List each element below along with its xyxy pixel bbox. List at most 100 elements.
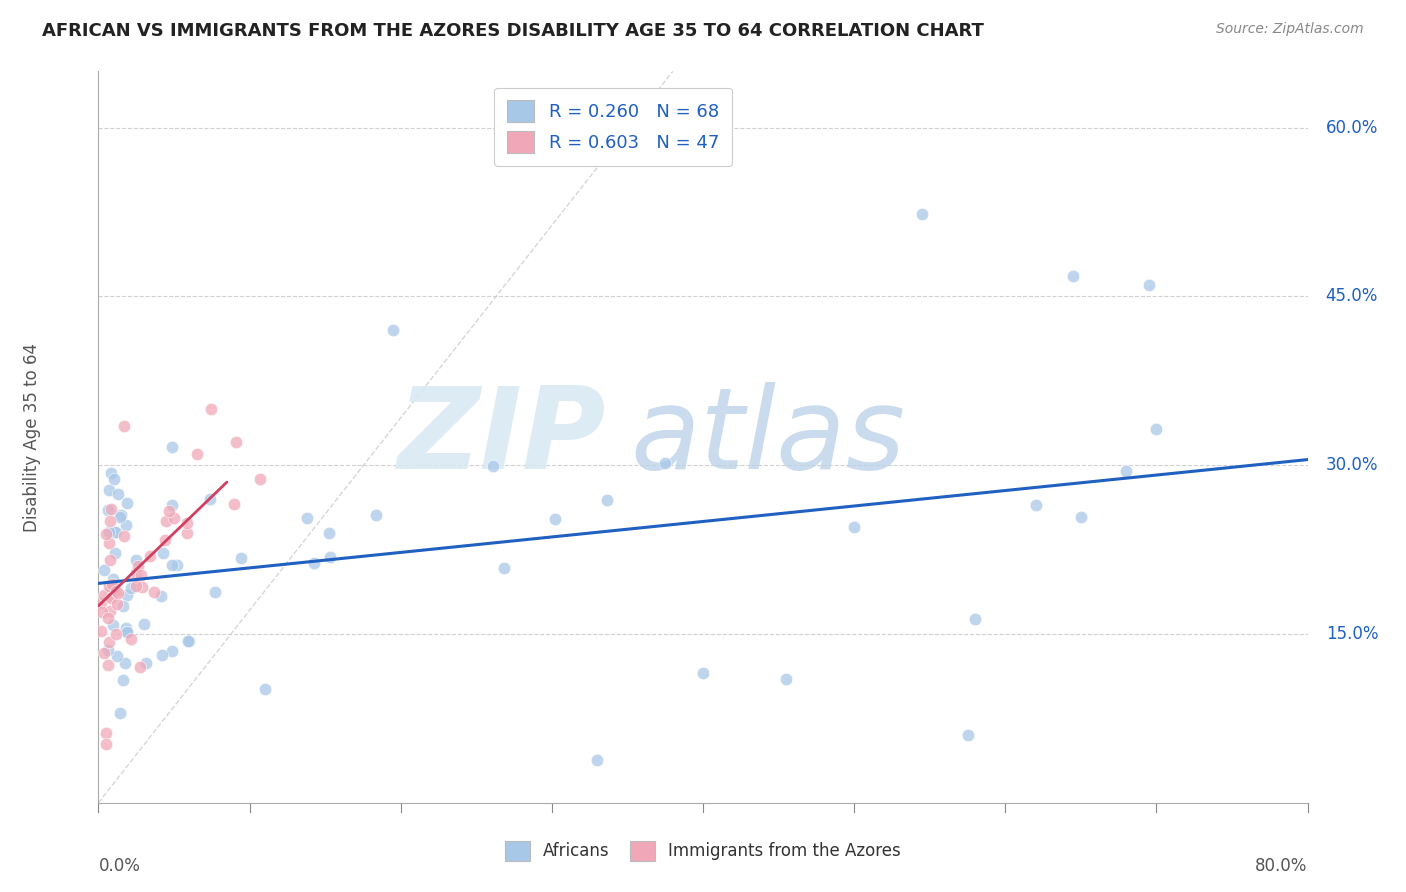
Point [318,526,340,541]
Point [200,491,222,506]
Point [105,525,128,540]
Text: Source: ZipAtlas.com: Source: ZipAtlas.com [1216,22,1364,37]
Point [692,666,714,681]
Point [775,672,797,686]
Point [302,556,325,570]
Point [366,508,388,523]
Text: Disability Age 35 to 64: Disability Age 35 to 64 [22,343,41,532]
Legend: Africans, Immigrants from the Azores: Africans, Immigrants from the Azores [498,834,908,868]
Point [90,596,112,610]
Point [120,581,142,595]
Point [911,207,934,221]
Point [120,632,142,646]
Point [125,566,148,581]
Point [98,525,121,540]
Point [956,728,979,742]
Point [107,597,129,611]
Point [104,627,127,641]
Text: atlas: atlas [630,382,905,492]
Point [100,582,122,596]
Point [111,673,134,688]
Point [481,459,503,474]
Point [166,558,188,573]
Point [108,706,131,720]
Point [595,493,617,508]
Point [162,510,184,524]
Point [844,519,866,533]
Point [1070,510,1092,524]
Point [97,503,120,517]
Point [105,648,128,663]
Point [107,586,129,600]
Text: 80.0%: 80.0% [1256,857,1308,875]
Point [1024,498,1046,512]
Point [143,584,166,599]
Point [107,486,129,500]
Text: ZIP: ZIP [398,382,606,492]
Point [654,456,676,470]
Text: 15.0%: 15.0% [1326,625,1378,643]
Point [115,625,138,640]
Point [98,553,121,567]
Point [115,624,138,639]
Point [157,503,180,517]
Point [231,550,253,565]
Point [97,611,120,625]
Point [115,621,138,635]
Point [112,418,135,433]
Point [93,646,115,660]
Point [112,529,135,543]
Point [177,634,200,648]
Point [224,497,246,511]
Point [1137,278,1160,293]
Point [90,624,112,638]
Point [160,558,183,572]
Point [93,564,115,578]
Point [131,581,153,595]
Point [115,588,138,602]
Point [152,546,174,560]
Point [100,502,122,516]
Point [382,323,405,337]
Point [115,496,138,510]
Point [139,549,162,564]
Point [128,659,150,673]
Point [101,617,124,632]
Point [132,617,155,632]
Point [177,634,200,648]
Point [101,577,124,591]
Point [319,550,342,565]
Point [1062,269,1084,284]
Point [103,572,125,586]
Point [494,561,516,575]
Point [586,753,609,767]
Text: AFRICAN VS IMMIGRANTS FROM THE AZORES DISABILITY AGE 35 TO 64 CORRELATION CHART: AFRICAN VS IMMIGRANTS FROM THE AZORES DI… [42,22,984,40]
Text: 45.0%: 45.0% [1326,287,1378,305]
Point [104,546,127,560]
Point [1144,422,1167,436]
Point [155,514,177,528]
Point [93,588,115,602]
Point [105,584,128,599]
Point [91,605,114,619]
Point [96,643,118,657]
Point [253,681,276,696]
Point [186,447,208,461]
Point [110,508,132,522]
Point [98,579,121,593]
Point [249,473,271,487]
Point [176,516,198,530]
Point [97,657,120,672]
Point [162,644,184,658]
Point [114,656,136,670]
Point [104,524,127,539]
Point [160,440,183,454]
Point [176,525,198,540]
Point [1115,464,1137,478]
Point [108,509,131,524]
Point [153,533,176,547]
Point [98,589,121,603]
Point [94,737,117,751]
Point [965,612,987,626]
Text: 30.0%: 30.0% [1326,456,1378,475]
